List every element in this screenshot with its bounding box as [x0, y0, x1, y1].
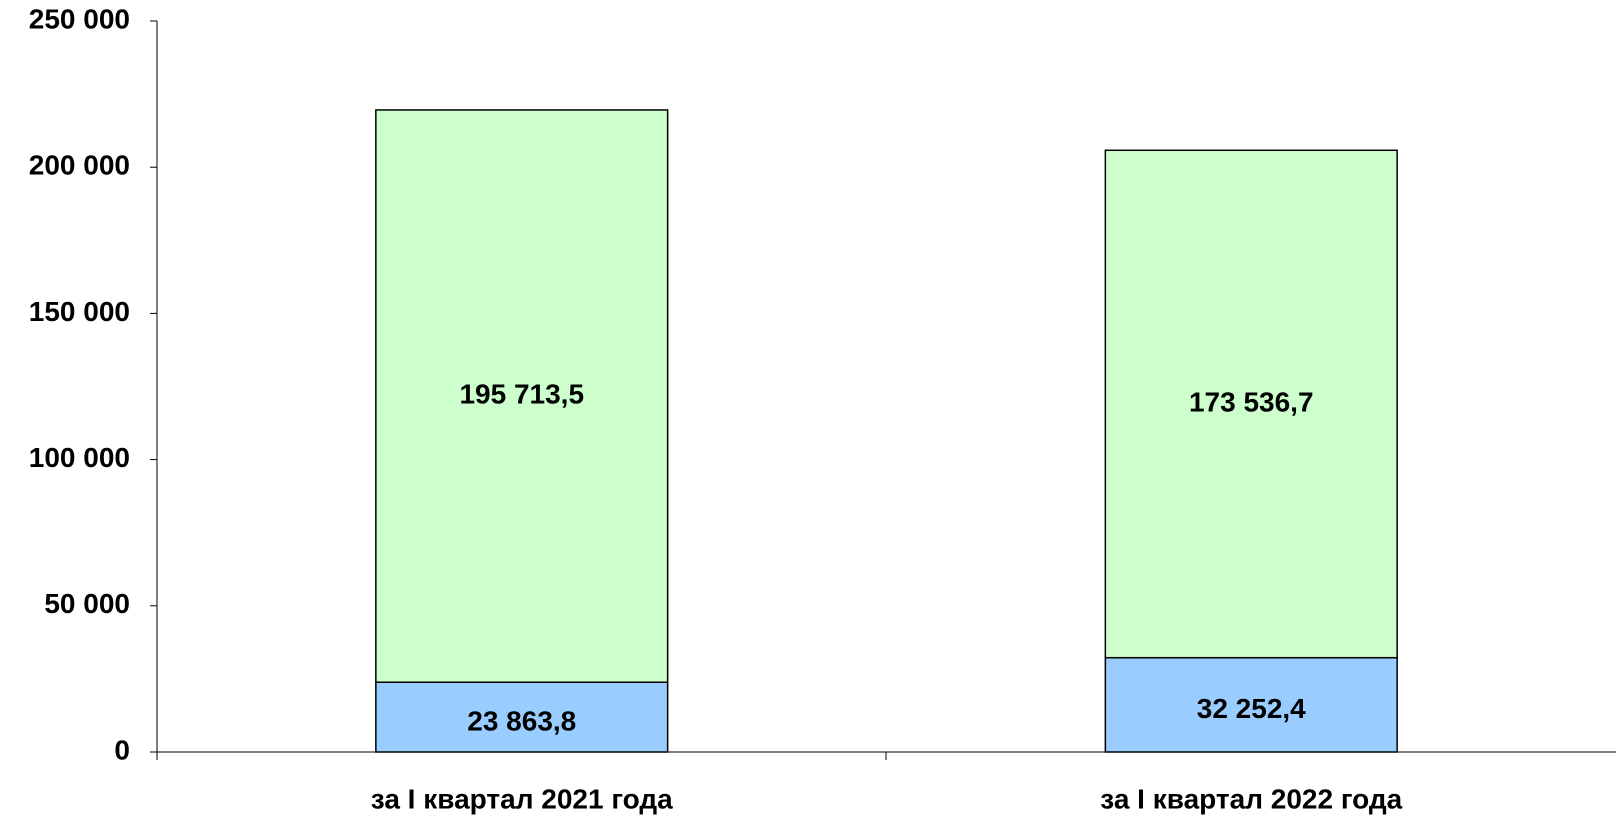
y-tick-label: 50 000: [44, 588, 130, 619]
x-tick-label: за I квартал 2022 года: [1100, 783, 1402, 814]
y-tick-label: 100 000: [29, 442, 130, 473]
y-tick-label: 0: [114, 734, 130, 765]
bar-segment: [375, 109, 669, 683]
y-tick-label: 200 000: [29, 150, 130, 181]
data-label: 195 713,5: [459, 378, 584, 409]
data-label: 32 252,4: [1197, 693, 1306, 724]
bar-segment: [1104, 656, 1398, 753]
bar-segment: [1104, 149, 1398, 659]
data-label: 173 536,7: [1189, 386, 1314, 417]
data-label: 23 863,8: [467, 706, 576, 737]
y-tick-label: 250 000: [29, 3, 130, 34]
y-tick-label: 150 000: [29, 296, 130, 327]
x-tick-label: за I квартал 2021 года: [371, 783, 673, 814]
